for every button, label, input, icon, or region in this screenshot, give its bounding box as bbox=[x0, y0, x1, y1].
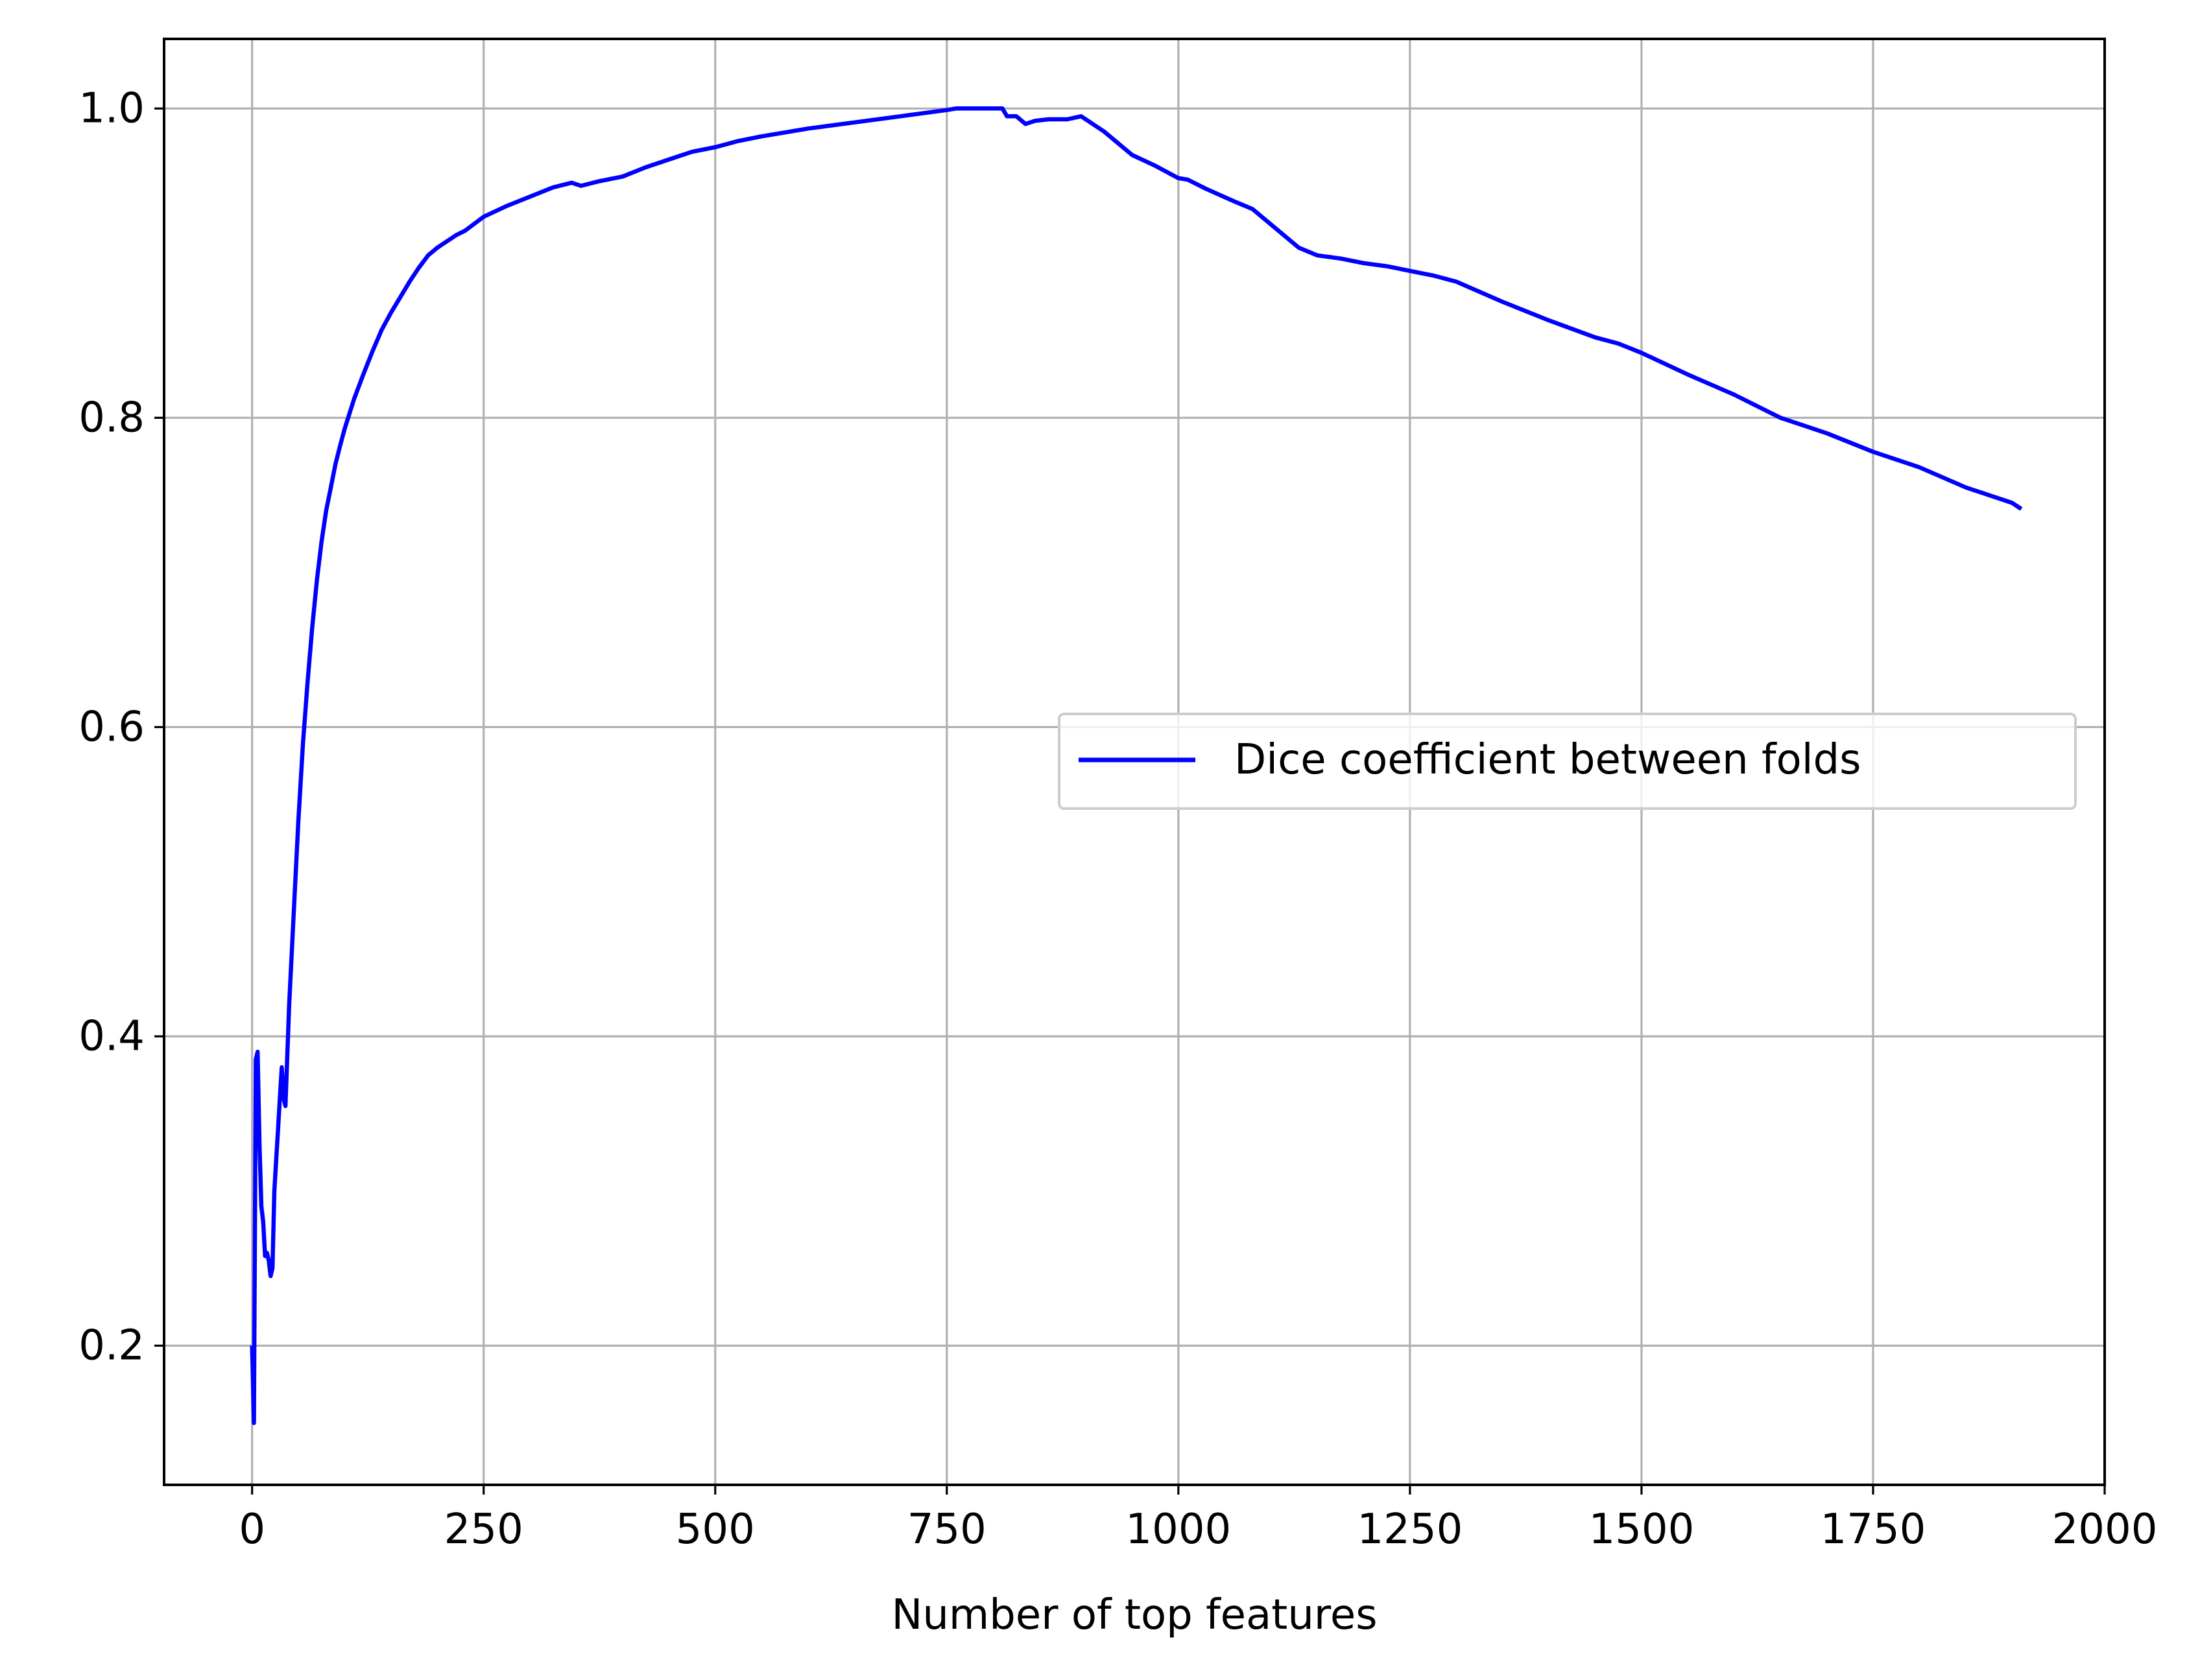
x-axis-label: Number of top features bbox=[891, 1591, 1377, 1639]
x-tick-label: 0 bbox=[239, 1506, 265, 1554]
x-tick-label: 1000 bbox=[1125, 1506, 1231, 1554]
x-tick-label: 750 bbox=[907, 1506, 986, 1554]
legend: Dice coefficient between folds bbox=[1058, 713, 2077, 810]
x-tick-label: 2000 bbox=[2052, 1506, 2158, 1554]
x-axis-ticks: 0 250 500 750 1000 1250 1500 1750 2000 bbox=[239, 1485, 2157, 1554]
legend-box bbox=[1058, 713, 2077, 810]
x-tick-label: 500 bbox=[676, 1506, 755, 1554]
y-tick-label: 0.6 bbox=[78, 703, 145, 751]
plot-frame bbox=[163, 38, 2106, 1486]
y-axis-ticks: 0.2 0.4 0.6 0.8 1.0 bbox=[78, 84, 164, 1369]
series-layer bbox=[250, 106, 2023, 1425]
series-line bbox=[250, 106, 2023, 1425]
y-tick-label: 0.2 bbox=[78, 1321, 145, 1369]
x-tick-label: 250 bbox=[444, 1506, 523, 1554]
x-tick-label: 1250 bbox=[1357, 1506, 1463, 1554]
legend-label: Dice coefficient between folds bbox=[1234, 736, 1861, 784]
y-tick-label: 0.8 bbox=[78, 394, 145, 442]
x-tick-label: 1500 bbox=[1588, 1506, 1694, 1554]
y-tick-label: 1.0 bbox=[78, 84, 145, 132]
y-tick-label: 0.4 bbox=[78, 1012, 145, 1060]
x-tick-label: 1750 bbox=[1821, 1506, 1926, 1554]
